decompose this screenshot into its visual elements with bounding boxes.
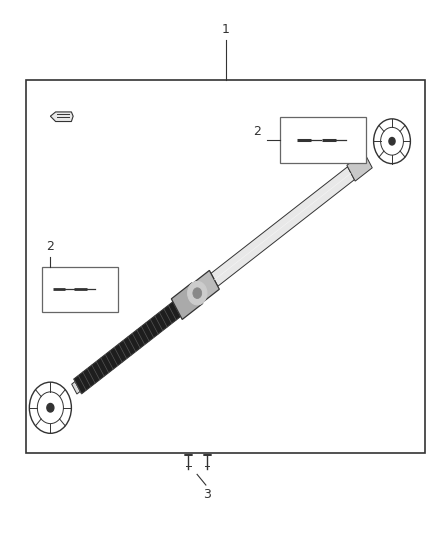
Bar <box>280 117 366 163</box>
Circle shape <box>381 127 403 155</box>
Polygon shape <box>347 152 372 181</box>
Polygon shape <box>50 112 73 122</box>
Polygon shape <box>171 283 203 319</box>
Circle shape <box>29 382 71 433</box>
Text: 1: 1 <box>222 23 230 36</box>
Polygon shape <box>74 302 180 394</box>
Circle shape <box>187 281 207 305</box>
Polygon shape <box>72 382 80 394</box>
Circle shape <box>374 119 410 164</box>
Bar <box>26 80 425 453</box>
Bar <box>42 266 118 312</box>
Circle shape <box>37 392 64 424</box>
Circle shape <box>47 403 54 412</box>
Text: 2: 2 <box>253 125 261 139</box>
Text: 3: 3 <box>203 488 211 500</box>
Polygon shape <box>211 167 354 286</box>
Circle shape <box>389 138 395 145</box>
Polygon shape <box>192 270 219 303</box>
Text: 2: 2 <box>46 240 54 253</box>
Circle shape <box>193 288 201 298</box>
